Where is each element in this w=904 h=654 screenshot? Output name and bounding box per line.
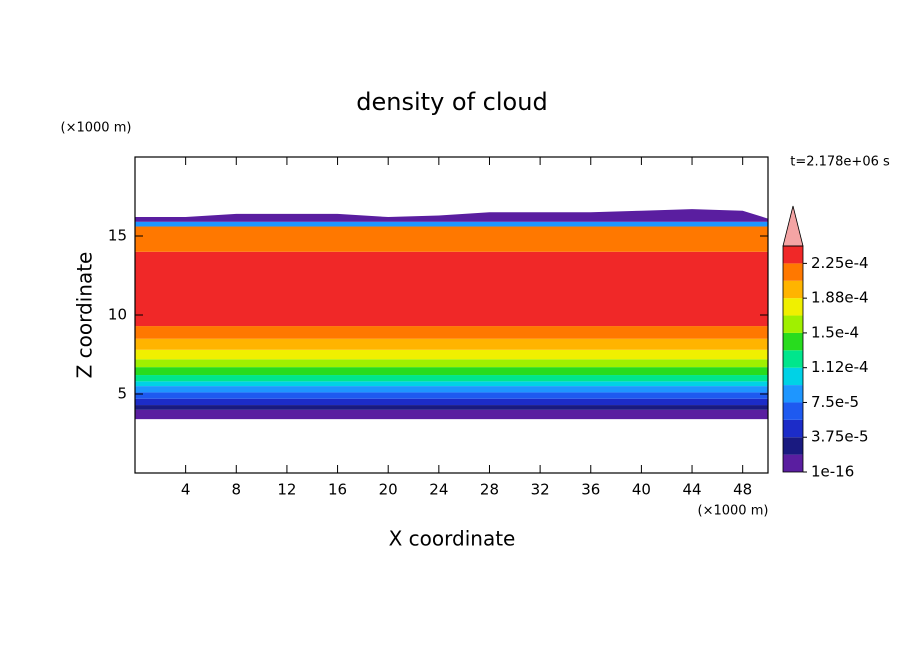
x-tick-label: 20 — [379, 481, 398, 499]
y-tick-label: 10 — [108, 306, 127, 324]
contour-band — [135, 386, 768, 393]
x-axis-title: X coordinate — [389, 527, 516, 551]
colorbar-swatch — [783, 350, 803, 368]
contour-band — [135, 367, 768, 376]
colorbar-swatch — [783, 263, 803, 281]
contour-band — [135, 359, 768, 368]
contour-band — [135, 209, 768, 222]
colorbar-tick-label: 3.75e-5 — [811, 428, 869, 446]
colorbar-tick-label: 1e-16 — [811, 463, 854, 481]
x-tick-label: 8 — [232, 481, 242, 499]
x-tick-label: 36 — [581, 481, 600, 499]
y-tick-label: 15 — [108, 227, 127, 245]
x-tick-label: 44 — [682, 481, 701, 499]
y-tick-label: 5 — [117, 385, 127, 403]
contour-band — [135, 381, 768, 387]
x-tick-label: 24 — [429, 481, 448, 499]
contour-band — [135, 338, 768, 350]
contour-band — [135, 226, 768, 252]
contour-band — [135, 392, 768, 399]
contour-field — [135, 209, 768, 420]
colorbar-swatch — [783, 298, 803, 316]
x-tick-label: 12 — [277, 481, 296, 499]
colorbar-tick-label: 1.88e-4 — [811, 289, 869, 307]
colorbar-swatch — [783, 367, 803, 386]
contour-band — [135, 221, 768, 227]
colorbar-tick-label: 7.5e-5 — [811, 393, 859, 411]
colorbar-tick-label: 2.25e-4 — [811, 254, 869, 272]
contour-band — [135, 375, 768, 382]
colorbar-tick-label: 1.5e-4 — [811, 323, 859, 341]
colorbar-swatch — [783, 385, 803, 403]
contour-band — [135, 409, 768, 420]
colorbar-swatch — [783, 246, 803, 264]
contour-band — [135, 326, 768, 339]
colorbar-swatch — [783, 402, 803, 420]
colorbar-frame — [782, 245, 804, 473]
colorbar-swatch — [783, 332, 803, 351]
contour-band — [135, 398, 768, 406]
x-tick-label: 28 — [480, 481, 499, 499]
colorbar-swatch — [783, 280, 803, 299]
colorbar-extend — [782, 205, 804, 247]
time-annotation: t=2.178e+06 s — [790, 155, 890, 170]
contour-band — [135, 349, 768, 360]
contour-band — [135, 251, 768, 327]
x-tick-label: 40 — [632, 481, 651, 499]
chart-title: density of cloud — [356, 88, 547, 116]
x-tick-label: 48 — [733, 481, 752, 499]
colorbar-tick-label: 1.12e-4 — [811, 358, 869, 376]
colorbar-swatch — [783, 315, 803, 333]
x-tick-label: 32 — [531, 481, 550, 499]
x-tick-label: 4 — [181, 481, 191, 499]
x-tick-label: 16 — [328, 481, 347, 499]
contour-band — [135, 405, 768, 410]
colorbar-swatch — [783, 454, 803, 472]
colorbar-swatch — [783, 437, 803, 455]
y-axis-title: Z coordinate — [73, 252, 97, 379]
x-unit: (×1000 m) — [698, 504, 769, 519]
y-unit: (×1000 m) — [61, 121, 132, 136]
colorbar-swatch — [783, 419, 803, 438]
